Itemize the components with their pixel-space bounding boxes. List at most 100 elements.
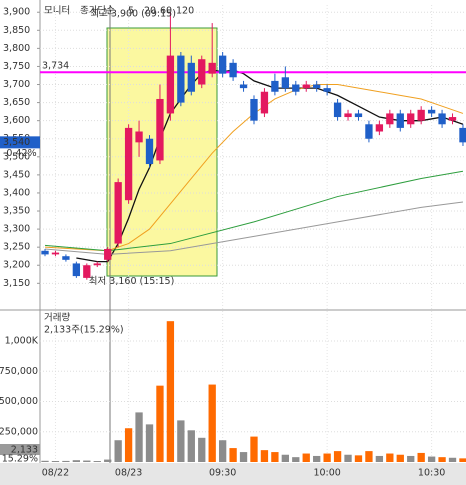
- volume-bar: [156, 385, 164, 462]
- y-tick-label: 3,750: [3, 61, 30, 72]
- volume-bar: [51, 461, 60, 462]
- candle-body: [239, 84, 248, 89]
- volume-bar: [302, 453, 310, 462]
- y-tick-label: 3,700: [3, 79, 30, 90]
- volume-title: 거래량: [44, 312, 70, 324]
- candle-body: [250, 98, 258, 121]
- last-volume-pct: 15.29%: [2, 454, 38, 465]
- candle-body: [333, 102, 342, 118]
- x-tick-label: 10:00: [313, 468, 340, 479]
- candle-body: [313, 84, 321, 89]
- y-tick-label: 3,350: [3, 206, 30, 217]
- y-tick-label: 3,500: [3, 151, 30, 162]
- volume-bar: [313, 455, 321, 462]
- candle-body: [417, 109, 425, 121]
- volume-bar: [459, 458, 466, 462]
- y-tick-label: 3,800: [3, 43, 30, 54]
- volume-bar: [145, 424, 154, 462]
- volume-bar: [62, 460, 70, 462]
- volume-bar: [187, 430, 195, 462]
- volume-bar: [417, 452, 425, 462]
- legend-entry: 5: [128, 6, 134, 17]
- y-tick-label: 3,400: [3, 187, 30, 198]
- current-price-label: 3,540: [3, 137, 30, 148]
- candle-body: [438, 113, 446, 125]
- volume-bar: [239, 452, 248, 462]
- x-tick-label: 09:30: [209, 468, 236, 479]
- volume-bar: [323, 453, 331, 462]
- y-tick-label: 3,250: [3, 242, 30, 253]
- legend-entry: 20: [144, 6, 156, 17]
- candle-body: [459, 127, 466, 143]
- volume-bar: [114, 440, 122, 462]
- candle-body: [427, 109, 436, 114]
- candle-body: [166, 55, 175, 114]
- volume-bar: [438, 457, 446, 462]
- candle-body: [271, 80, 279, 92]
- volume-bar: [124, 428, 133, 462]
- candle-body: [407, 113, 415, 125]
- y-tick-label: 3,150: [3, 278, 30, 289]
- volume-bar: [72, 460, 81, 462]
- volume-subtitle: 2,133주(15.29%): [44, 325, 124, 336]
- current-price-box: [0, 136, 40, 149]
- legend-entry: 120: [176, 6, 194, 17]
- volume-bar: [218, 440, 227, 462]
- candle-body: [354, 113, 363, 118]
- volume-bar: [386, 453, 394, 462]
- y-tick-label: 750,000: [0, 366, 38, 377]
- candle-body: [386, 113, 394, 125]
- y-tick-label: 3,650: [3, 97, 30, 108]
- candle-body: [448, 117, 457, 121]
- current-price-change: -0.42%: [3, 148, 37, 159]
- x-tick-label: 08/22: [42, 468, 69, 479]
- last-volume-label: 2,133: [11, 445, 38, 456]
- y-tick-label: 3,300: [3, 224, 30, 235]
- legend-entry: 60: [160, 6, 172, 17]
- y-tick-label: 3,600: [3, 115, 30, 126]
- candle-body: [375, 124, 384, 132]
- candle-body: [156, 98, 164, 161]
- volume-bar: [208, 384, 216, 462]
- panel-label: 모니터: [44, 6, 70, 17]
- high-label: 최고 3,900 (09:15): [90, 9, 176, 20]
- y-tick-label: 3,200: [3, 260, 30, 271]
- candle-body: [198, 59, 206, 85]
- volume-bar: [354, 455, 363, 462]
- volume-bar: [375, 455, 384, 462]
- candle-body: [51, 252, 60, 255]
- candle-body: [260, 91, 269, 114]
- candle-body: [145, 138, 154, 165]
- volume-bar: [104, 459, 112, 462]
- candle-body: [177, 55, 185, 103]
- candle-body: [93, 263, 101, 266]
- x-axis-band: [0, 463, 466, 485]
- candle-body: [72, 263, 81, 277]
- candle-body: [302, 84, 310, 89]
- candle-body: [229, 62, 237, 78]
- candle-body: [41, 250, 49, 255]
- low-label: 최저 3,160 (15:15): [89, 276, 175, 287]
- candle-body: [218, 55, 227, 74]
- y-tick-label: 1,000K: [5, 336, 39, 347]
- y-tick-label: 500,000: [0, 396, 38, 407]
- candle-body: [187, 62, 195, 92]
- volume-bar: [344, 454, 352, 462]
- candle-body: [104, 248, 112, 260]
- volume-bar: [396, 454, 404, 462]
- volume-bar: [250, 436, 258, 462]
- candle-body: [124, 127, 133, 201]
- volume-bar: [333, 451, 342, 462]
- volume-bar: [281, 454, 289, 462]
- last-volume-box: [0, 444, 40, 455]
- volume-bar: [93, 461, 101, 462]
- volume-bar: [271, 452, 279, 462]
- volume-bar: [448, 457, 457, 462]
- candle-body: [135, 131, 143, 143]
- y-tick-label: 3,900: [3, 7, 30, 18]
- volume-bar: [292, 457, 300, 462]
- x-tick-label: 08/23: [115, 468, 142, 479]
- volume-bar: [41, 460, 49, 462]
- ref-label: 3,734: [42, 61, 69, 72]
